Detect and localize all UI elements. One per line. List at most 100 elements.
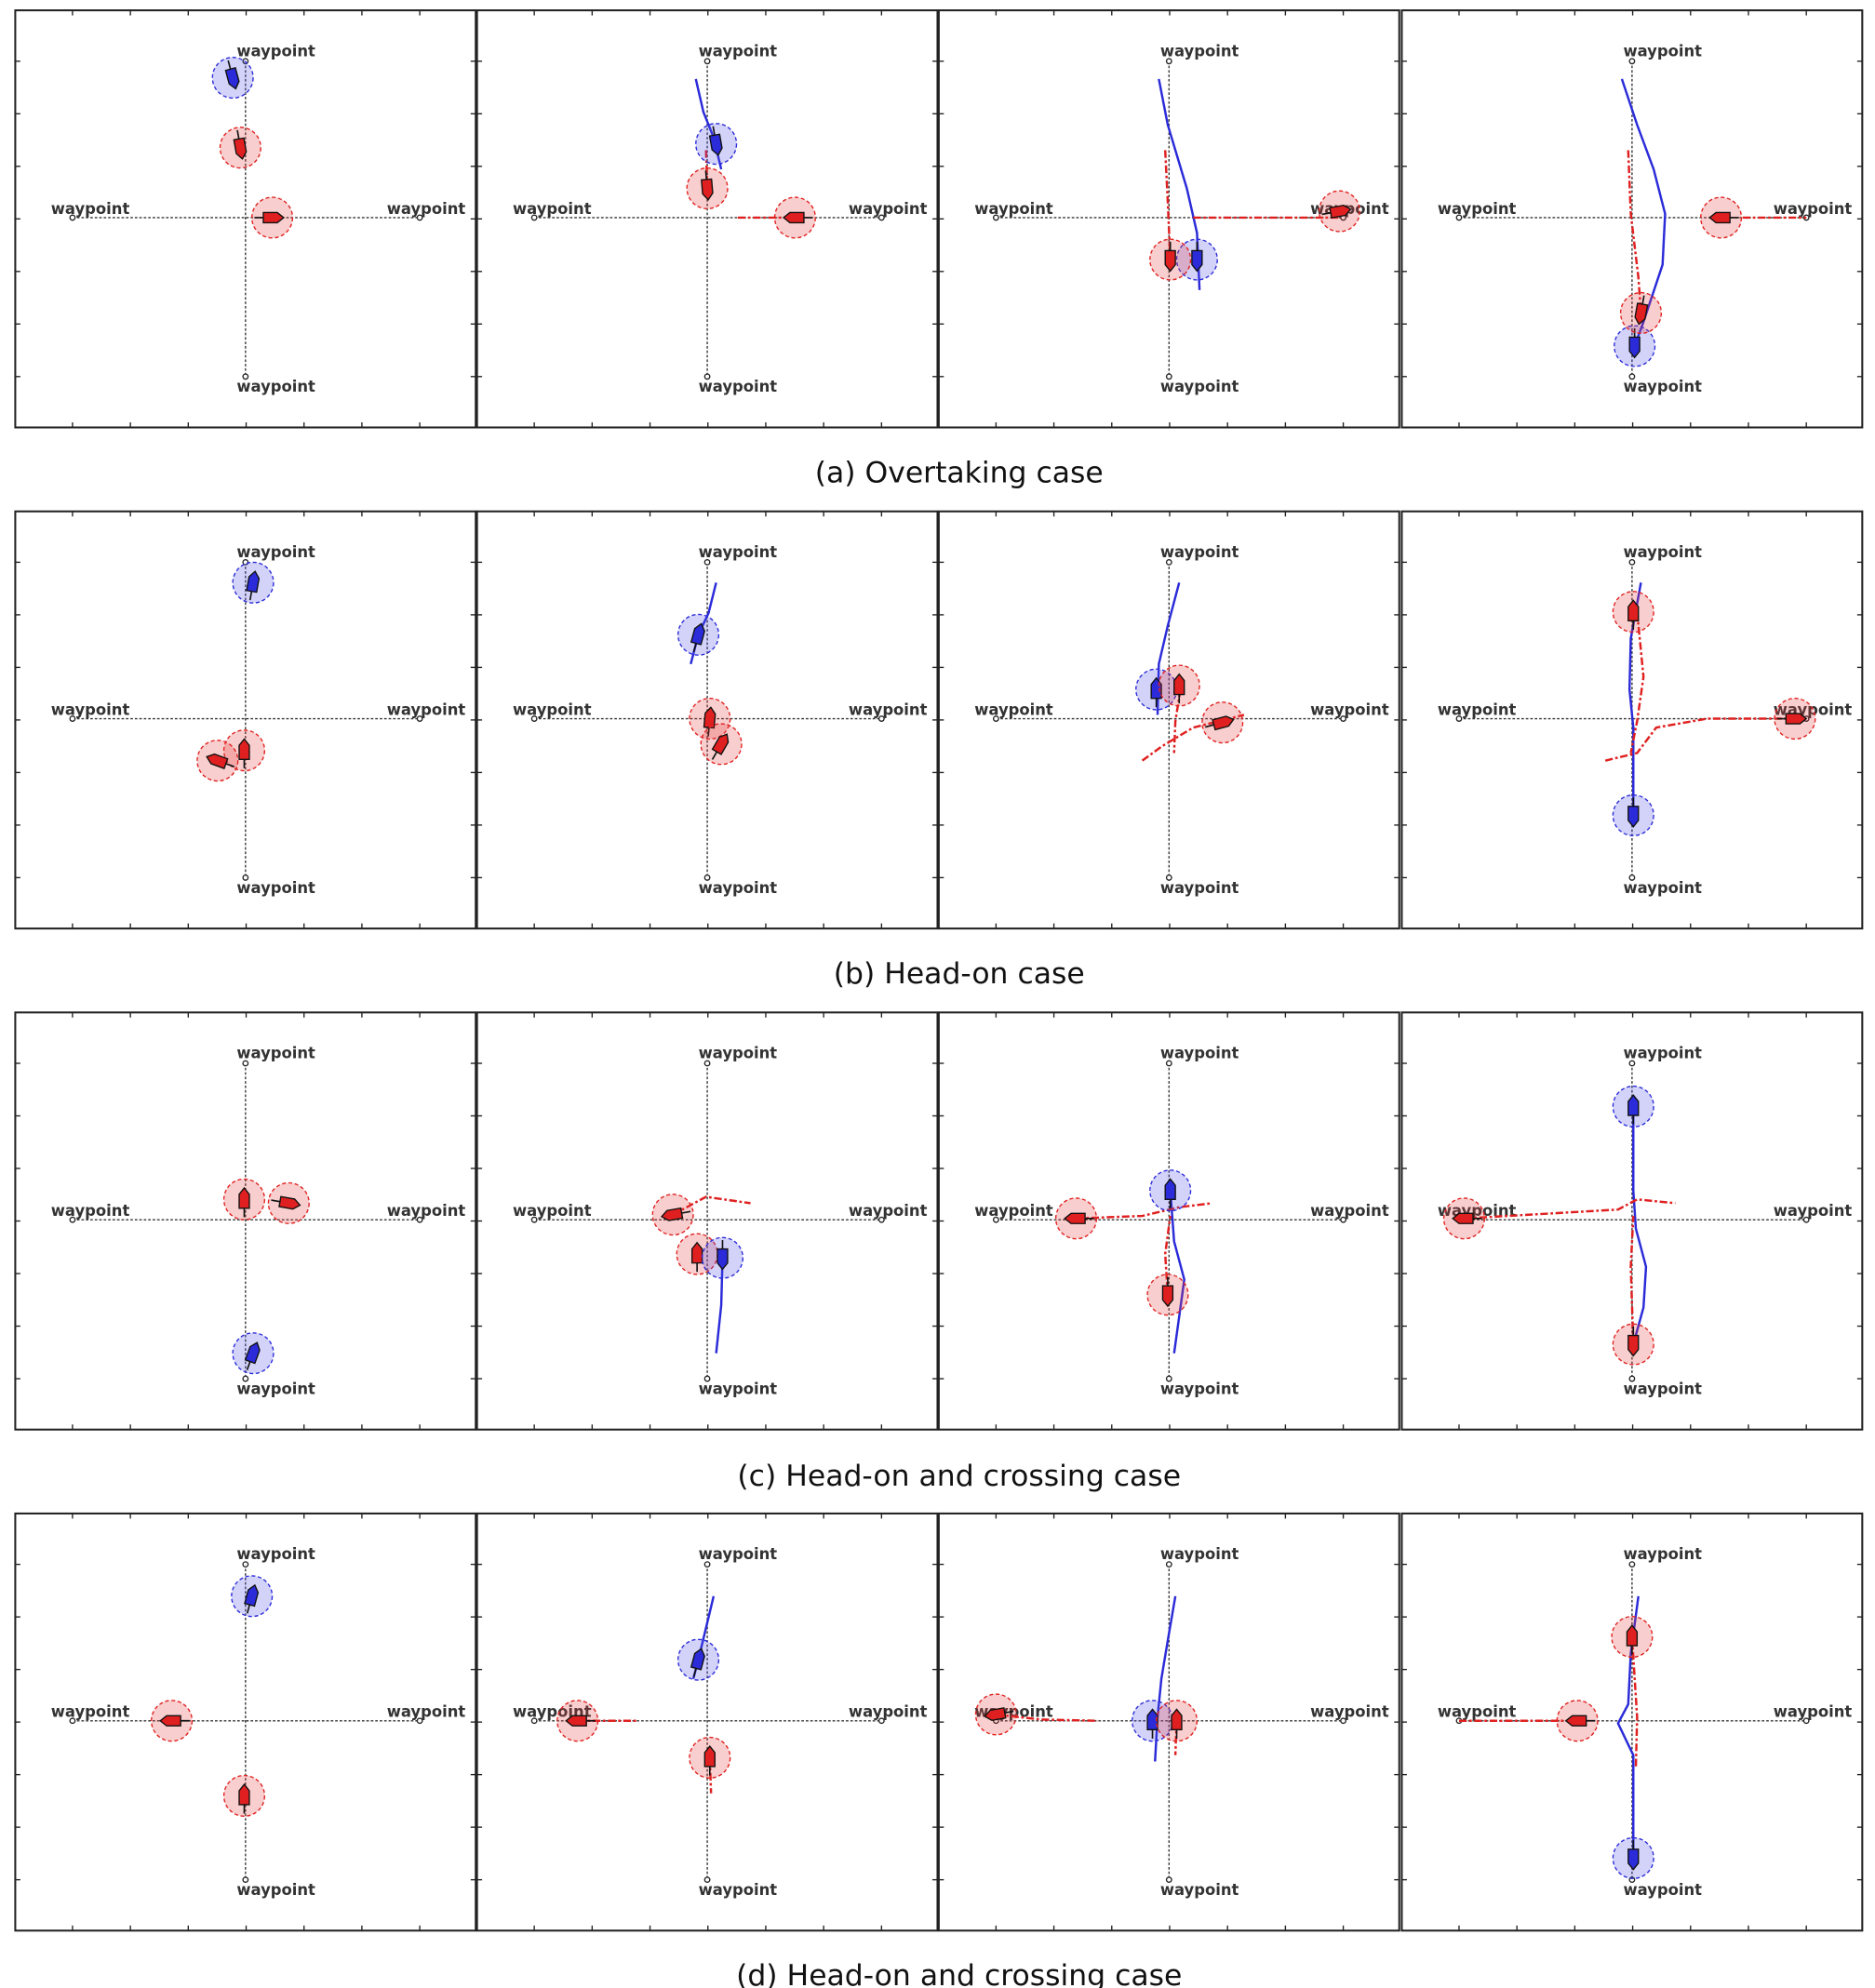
ship xyxy=(1205,715,1235,731)
waypoint-marker xyxy=(703,1876,711,1884)
waypoint-label: waypoint xyxy=(699,879,778,897)
waypoint-label: waypoint xyxy=(1310,1703,1389,1721)
waypoint-label: waypoint xyxy=(1623,42,1702,60)
ship-hull xyxy=(690,1648,705,1671)
waypoint-marker xyxy=(703,874,711,881)
waypoint-marker xyxy=(1165,1375,1172,1382)
waypoint-label: waypoint xyxy=(236,1881,315,1899)
waypoint-marker xyxy=(69,214,76,221)
trajectory xyxy=(1632,1106,1648,1345)
waypoint-label: waypoint xyxy=(1623,879,1702,897)
waypoint-marker xyxy=(1628,1060,1636,1067)
waypoint-marker xyxy=(242,1060,249,1067)
ship-hull xyxy=(660,1207,684,1221)
waypoint-label: waypoint xyxy=(699,1545,778,1563)
ship-hull xyxy=(1627,599,1640,621)
waypoint-label: waypoint xyxy=(236,42,315,60)
ship xyxy=(1321,205,1352,219)
waypoint-label: waypoint xyxy=(1623,1545,1702,1563)
trajectory xyxy=(1163,1215,1172,1295)
ship-hull xyxy=(262,211,285,224)
waypoint-label: waypoint xyxy=(51,1703,130,1721)
ship-hull xyxy=(238,1783,250,1806)
waypoint-label: waypoint xyxy=(513,700,592,718)
waypoint-marker xyxy=(530,1717,538,1725)
ship xyxy=(159,1714,190,1727)
waypoint-marker xyxy=(530,1216,538,1223)
waypoint-marker xyxy=(1628,558,1636,566)
waypoint-label: waypoint xyxy=(51,200,130,218)
ship xyxy=(1171,1708,1183,1739)
waypoint-label: waypoint xyxy=(699,1881,778,1899)
waypoint-marker xyxy=(1628,874,1636,881)
ship-hull xyxy=(1627,806,1640,828)
trajectory xyxy=(1163,150,1172,260)
waypoint-marker xyxy=(1165,58,1172,65)
ship-hull xyxy=(1628,336,1641,359)
ship xyxy=(1634,295,1649,326)
waypoint-label: waypoint xyxy=(387,700,466,718)
waypoint-marker xyxy=(877,715,885,722)
ship-hull xyxy=(1329,205,1352,219)
ship xyxy=(238,1186,250,1218)
waypoint-label: waypoint xyxy=(1160,879,1239,897)
ship-hull xyxy=(703,1745,716,1768)
ship-hull xyxy=(1564,1714,1587,1727)
ship-hull xyxy=(238,1186,250,1209)
ship-hull xyxy=(1708,211,1731,224)
waypoint-label: waypoint xyxy=(236,1380,315,1397)
ship xyxy=(271,1195,301,1210)
waypoint-marker xyxy=(69,1717,76,1725)
caption: (b) Head-on case xyxy=(834,957,1085,991)
ship-hull xyxy=(1626,1624,1639,1647)
waypoint-label: waypoint xyxy=(974,200,1053,218)
trajectory xyxy=(1620,78,1667,347)
waypoint-marker xyxy=(1455,715,1463,722)
waypoint-marker xyxy=(992,1216,999,1223)
trajectory xyxy=(1630,1636,1639,1768)
ship-hull xyxy=(711,733,730,755)
caption: (d) Head-on and crossing case xyxy=(736,1959,1182,1988)
waypoint-marker xyxy=(1340,1717,1346,1725)
waypoint-label: waypoint xyxy=(51,700,130,718)
trajectory xyxy=(1629,1215,1635,1345)
ship xyxy=(1164,1178,1176,1208)
ship xyxy=(782,211,813,224)
waypoint-label: waypoint xyxy=(513,200,592,218)
waypoint-label: waypoint xyxy=(849,700,928,718)
ship xyxy=(1191,241,1203,273)
waypoint-marker xyxy=(1802,1216,1810,1223)
ship xyxy=(1627,1840,1640,1871)
ship xyxy=(224,60,240,90)
ship-hull xyxy=(1164,1178,1176,1200)
waypoint-marker xyxy=(530,214,538,221)
waypoint-label: waypoint xyxy=(974,700,1053,718)
waypoint-marker xyxy=(1165,558,1172,566)
ship xyxy=(1776,713,1808,725)
ship xyxy=(565,1714,596,1727)
waypoint-label: waypoint xyxy=(387,1703,466,1721)
ship xyxy=(703,1745,716,1776)
waypoint-marker xyxy=(1165,373,1172,380)
ship xyxy=(1161,1276,1174,1308)
ship-hull xyxy=(782,211,805,224)
ship xyxy=(206,753,235,769)
waypoint-marker xyxy=(416,1216,423,1223)
waypoint-label: waypoint xyxy=(1623,1881,1702,1899)
waypoint-label: waypoint xyxy=(699,42,778,60)
waypoint-marker xyxy=(242,1876,249,1884)
waypoint-marker xyxy=(242,373,249,380)
waypoint-marker xyxy=(1628,1375,1636,1382)
waypoint-label: waypoint xyxy=(1774,1202,1853,1220)
waypoint-label: waypoint xyxy=(236,879,315,897)
waypoint-marker xyxy=(877,1717,885,1725)
caption: (c) Head-on and crossing case xyxy=(737,1460,1181,1493)
ship-hull xyxy=(703,706,717,729)
ship xyxy=(254,211,285,224)
ship xyxy=(1627,797,1640,828)
